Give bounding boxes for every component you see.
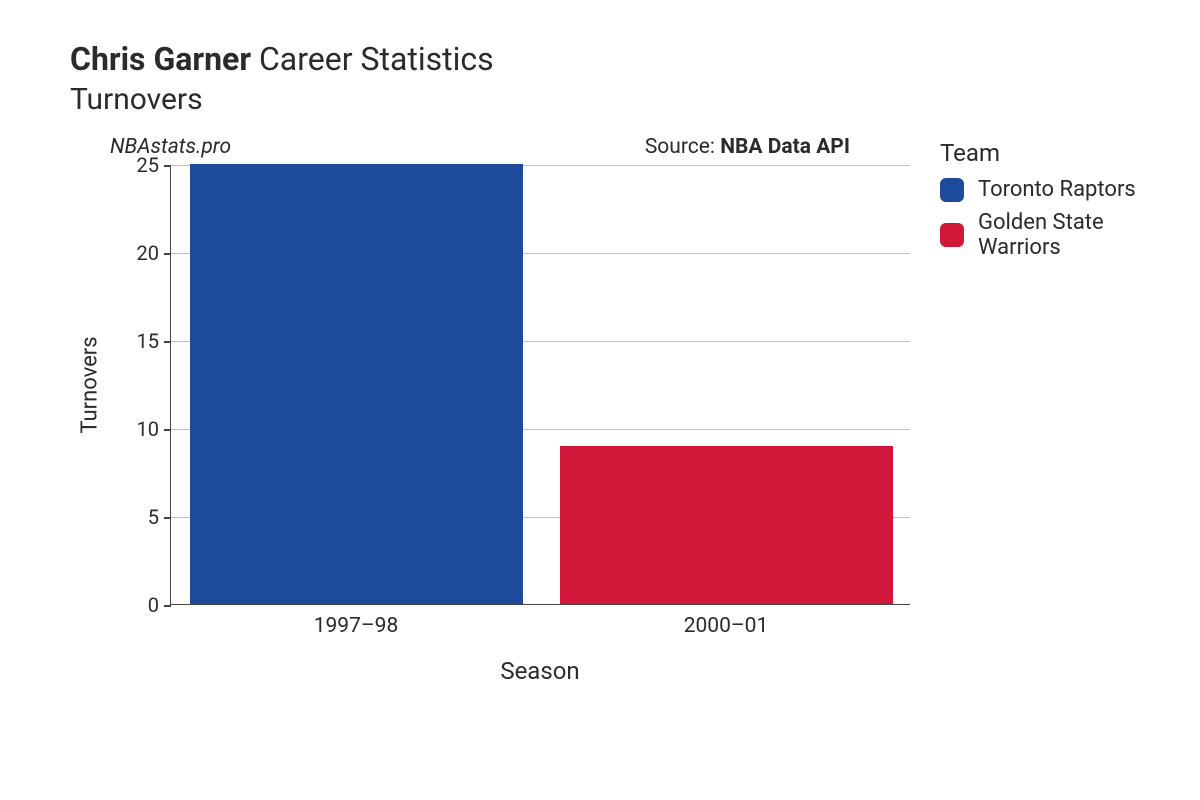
y-tick-label: 5 (148, 505, 171, 529)
x-tick-label: 2000–01 (684, 604, 769, 638)
source-value: NBA Data API (720, 135, 850, 159)
y-tick-label: 10 (137, 417, 171, 441)
source-label: Source: (645, 135, 720, 159)
y-tick-label: 20 (137, 241, 171, 265)
bar (190, 164, 523, 604)
meta-row: NBAstats.pro Source: NBA Data API (110, 135, 850, 159)
legend-label: Toronto Raptors (978, 177, 1136, 202)
legend-item: Toronto Raptors (940, 177, 1170, 202)
legend-title: Team (940, 139, 1170, 167)
chart-title: Chris Garner Career Statistics (70, 40, 1170, 78)
title-block: Chris Garner Career Statistics Turnovers (70, 40, 1170, 117)
page: Chris Garner Career Statistics Turnovers… (0, 0, 1200, 800)
y-tick-label: 25 (137, 153, 171, 177)
legend-swatch (940, 178, 964, 202)
title-player-name: Chris Garner (70, 40, 251, 78)
source-credit: Source: NBA Data API (645, 135, 850, 159)
plot-region: 05101520251997–982000–01 (170, 165, 910, 605)
legend-label: Golden State Warriors (978, 210, 1170, 260)
title-suffix: Career Statistics (251, 40, 494, 78)
x-tick-label: 1997–98 (314, 604, 399, 638)
y-tick-label: 0 (148, 593, 171, 617)
y-axis-label: Turnovers (78, 337, 103, 434)
bar (560, 446, 893, 604)
legend-item: Golden State Warriors (940, 210, 1170, 260)
y-tick-label: 15 (137, 329, 171, 353)
legend-swatch (940, 223, 964, 247)
chart-subtitle: Turnovers (70, 82, 1170, 117)
legend: Team Toronto Raptors Golden State Warrior… (940, 139, 1170, 268)
x-axis-label: Season (500, 657, 579, 685)
